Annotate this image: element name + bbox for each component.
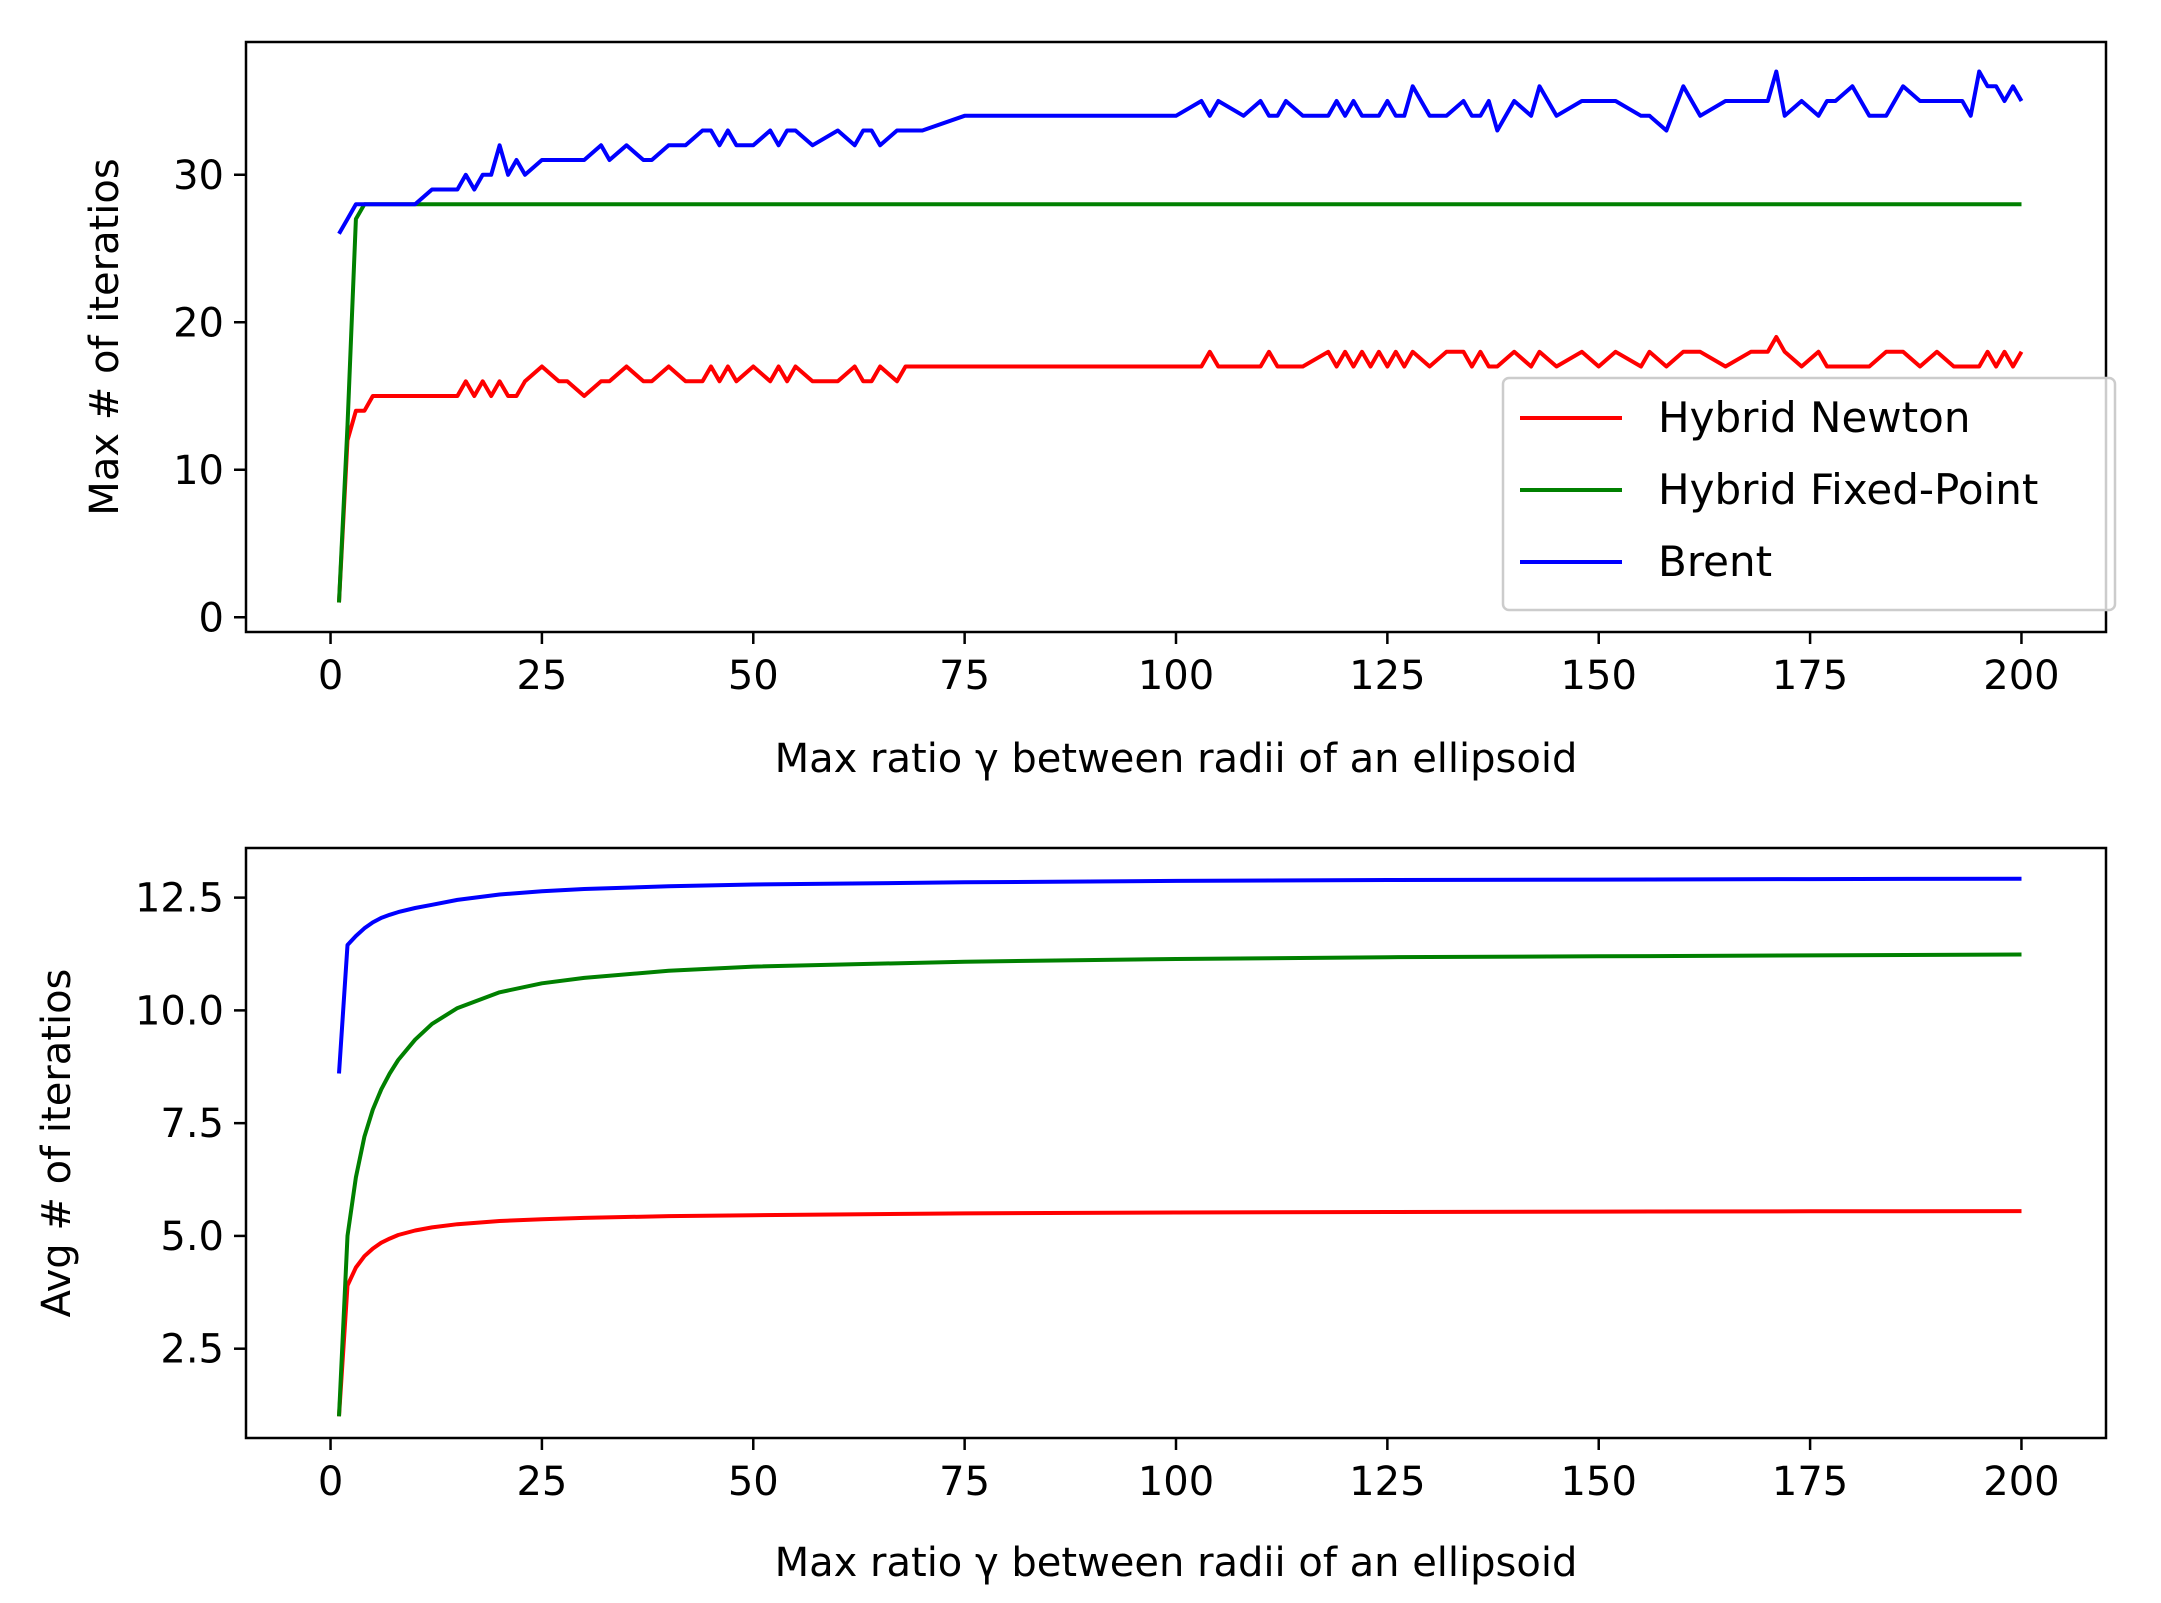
top-x-tick-label: 0	[318, 653, 343, 699]
top-series-hybrid-fixed-point	[337, 202, 2022, 603]
legend-label-brent: Brent	[1658, 537, 1772, 586]
top-x-tick-label: 100	[1138, 653, 1214, 699]
top-x-tick-label: 175	[1772, 653, 1848, 699]
bottom-series-hybrid-newton	[337, 1209, 2022, 1417]
top-x-tick-label: 150	[1561, 653, 1637, 699]
top-x-tick-label: 125	[1349, 653, 1425, 699]
legend-label-hybrid-fixed-point: Hybrid Fixed-Point	[1658, 465, 2038, 514]
top-series-hybrid-newton	[337, 335, 2024, 603]
legend-box	[1501, 376, 2117, 612]
top-y-tick-label: 20	[173, 300, 224, 346]
bottom-plot: 0 25 50 75 100 125 150 175 200 2.5 5.0 7.5 10.0 12.5…	[34, 846, 2108, 1586]
top-y-ticks: 0 10 20 30	[173, 153, 246, 641]
bottom-x-tick-label: 175	[1772, 1459, 1848, 1505]
top-x-ticks: 0 25 50 75 100 125 150 175 200	[318, 632, 2060, 699]
top-y-tick-label: 0	[199, 595, 224, 641]
top-x-tick-label: 50	[728, 653, 779, 699]
bottom-y-axis-label: Avg # of iteratios	[34, 969, 80, 1318]
bottom-x-axis-label: Max ratio γ between radii of an ellipsoi…	[775, 1540, 1578, 1586]
bottom-y-tick-label: 12.5	[135, 876, 224, 922]
bottom-x-tick-label: 200	[1983, 1459, 2059, 1505]
top-x-axis-label: Max ratio γ between radii of an ellipsoi…	[775, 736, 1578, 782]
bottom-x-ticks: 0 25 50 75 100 125 150 175 200	[318, 1438, 2060, 1505]
top-x-tick-label: 75	[939, 653, 990, 699]
top-x-tick-label: 200	[1983, 653, 2059, 699]
bottom-y-tick-label: 5.0	[160, 1214, 224, 1260]
bottom-x-tick-label: 0	[318, 1459, 343, 1505]
top-y-tick-label: 30	[173, 153, 224, 199]
bottom-x-tick-label: 25	[516, 1459, 567, 1505]
bottom-x-tick-label: 50	[728, 1459, 779, 1505]
bottom-y-tick-label: 10.0	[135, 988, 224, 1034]
bottom-y-tick-label: 2.5	[160, 1327, 224, 1373]
top-y-axis-label: Max # of iteratios	[82, 158, 128, 515]
bottom-x-tick-label: 100	[1138, 1459, 1214, 1505]
bottom-y-ticks: 2.5 5.0 7.5 10.0 12.5	[135, 876, 246, 1373]
top-series-lines	[337, 69, 2024, 603]
top-x-tick-label: 25	[516, 653, 567, 699]
legend: Hybrid Newton Hybrid Fixed-Point Brent	[1501, 376, 2117, 612]
bottom-x-tick-label: 150	[1561, 1459, 1637, 1505]
legend-label-hybrid-newton: Hybrid Newton	[1658, 393, 1970, 442]
bottom-plot-frame	[244, 846, 2108, 1440]
bottom-series-lines	[337, 876, 2022, 1417]
top-series-brent	[337, 69, 2024, 235]
bottom-x-tick-label: 75	[939, 1459, 990, 1505]
bottom-x-tick-label: 125	[1349, 1459, 1425, 1505]
bottom-series-hybrid-fixed-point	[337, 952, 2022, 1417]
bottom-y-tick-label: 7.5	[160, 1101, 224, 1147]
bottom-series-brent	[337, 876, 2022, 1074]
top-plot: 0 25 50 75 100 125 150 175 200 0 10 20 30 Max ratio…	[82, 40, 2117, 782]
top-y-tick-label: 10	[173, 448, 224, 494]
